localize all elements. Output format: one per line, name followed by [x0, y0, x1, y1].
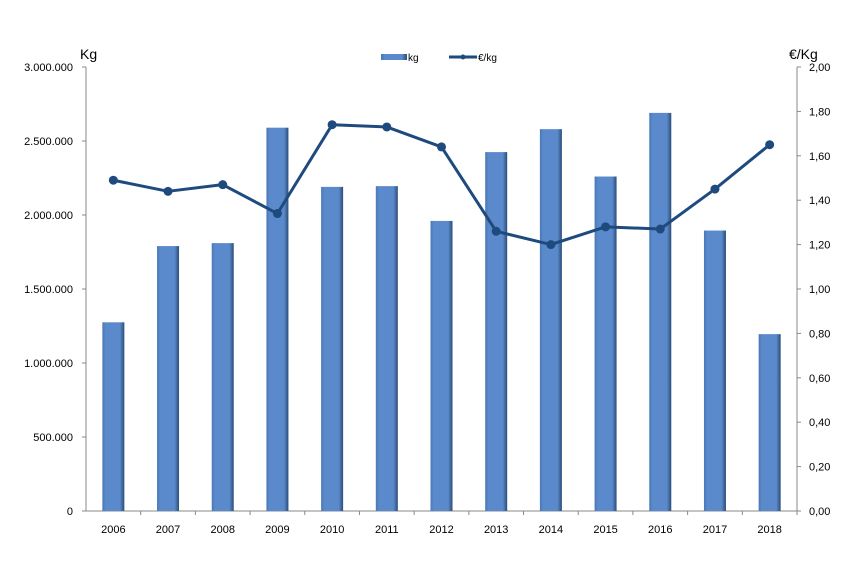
right-tick-label: 0,20	[809, 462, 830, 474]
legend-bar-swatch	[381, 54, 407, 60]
price-point-2016	[655, 224, 665, 234]
x-tick-label: 2007	[156, 524, 180, 536]
x-tick-label: 2012	[429, 524, 453, 536]
right-tick-label: 1,60	[809, 151, 830, 163]
bar-2008	[211, 243, 234, 511]
bar-2013	[485, 152, 508, 511]
bar-2017	[703, 230, 726, 512]
right-tick-label: 0,40	[809, 417, 830, 429]
x-tick-label: 2009	[265, 524, 289, 536]
bar-2014	[539, 129, 562, 511]
bar-2006	[102, 322, 125, 511]
legend-line-marker	[460, 54, 466, 60]
price-point-2008	[218, 180, 228, 190]
x-tick-label: 2010	[320, 524, 344, 536]
price-point-2012	[437, 142, 446, 152]
right-tick-label: 2,00	[809, 62, 830, 74]
x-tick-label: 2015	[593, 524, 617, 536]
left-tick-label: 2.000.000	[24, 210, 73, 222]
bar-2016	[649, 112, 672, 511]
bar-2009	[266, 127, 289, 512]
right-tick-label: 1,20	[809, 240, 830, 252]
right-tick-label: 0,80	[809, 328, 830, 340]
left-tick-label: 1.000.000	[24, 358, 73, 370]
right-tick-label: 1,40	[809, 195, 830, 207]
right-tick-label: 1,80	[809, 106, 830, 118]
price-point-2010	[327, 120, 337, 130]
right-tick-label: 1,00	[809, 284, 830, 296]
price-point-2011	[382, 122, 392, 132]
legend-label-kg: kg	[408, 53, 419, 64]
bar-2018	[758, 334, 781, 511]
x-tick-label: 2013	[484, 524, 508, 536]
left-axis-label: Kg	[80, 46, 97, 62]
price-point-2018	[765, 140, 775, 150]
left-tick-label: 2.500.000	[24, 136, 73, 148]
bar-2011	[375, 186, 398, 511]
x-tick-label: 2008	[210, 524, 234, 536]
legend-label-eur-kg: €/kg	[478, 53, 497, 64]
x-tick-label: 2011	[375, 524, 399, 536]
price-point-2013	[491, 226, 501, 236]
bar-2012	[430, 220, 453, 512]
bar-2007	[157, 246, 180, 511]
left-tick-label: 0	[67, 506, 73, 518]
bar-2010	[321, 186, 344, 511]
price-point-2006	[108, 175, 118, 185]
price-point-2007	[163, 186, 173, 196]
bar-2015	[594, 176, 617, 511]
right-axis-label: €/Kg	[789, 46, 818, 62]
price-point-2014	[546, 240, 556, 250]
price-point-2009	[272, 209, 282, 219]
price-point-2017	[710, 184, 720, 194]
left-tick-label: 1.500.000	[24, 284, 73, 296]
price-point-2015	[601, 222, 611, 232]
x-tick-label: 2018	[757, 524, 781, 536]
x-tick-label: 2014	[539, 524, 563, 536]
right-tick-label: 0,00	[809, 506, 830, 518]
left-tick-label: 3.000.000	[24, 62, 73, 74]
left-tick-label: 500.000	[33, 432, 73, 444]
legend: kg €/kg	[381, 53, 497, 64]
right-tick-label: 0,60	[809, 373, 830, 385]
x-tick-label: 2017	[703, 524, 727, 536]
x-tick-label: 2006	[101, 524, 125, 536]
x-tick-label: 2016	[648, 524, 672, 536]
